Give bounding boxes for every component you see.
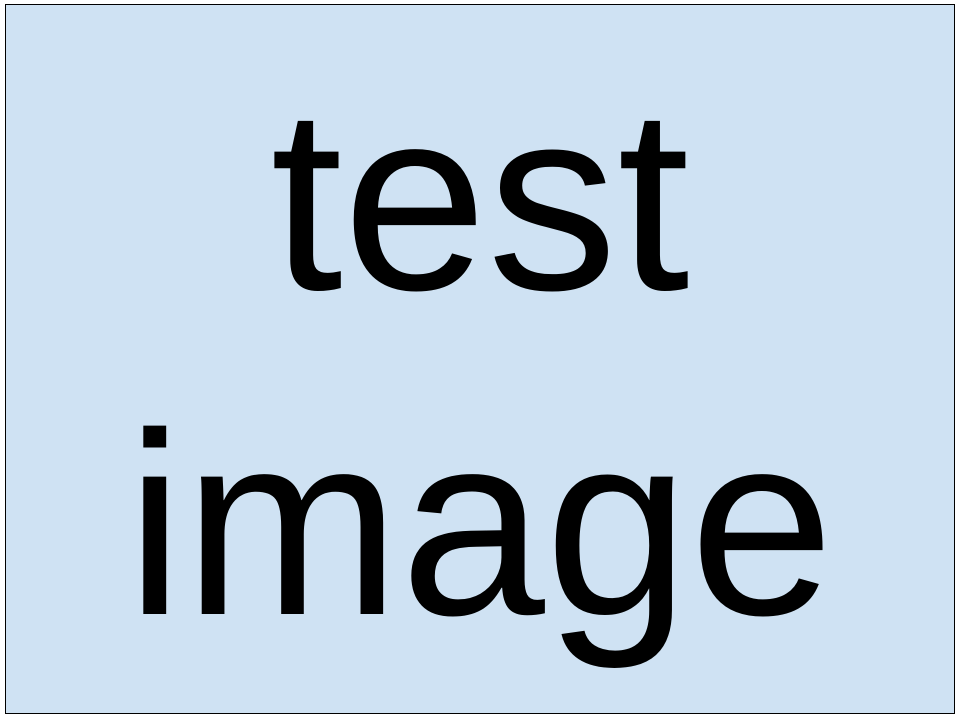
placeholder-canvas: test image [5, 4, 955, 714]
placeholder-text-line-1: test [270, 55, 690, 345]
placeholder-text-line-2: image [125, 380, 835, 670]
